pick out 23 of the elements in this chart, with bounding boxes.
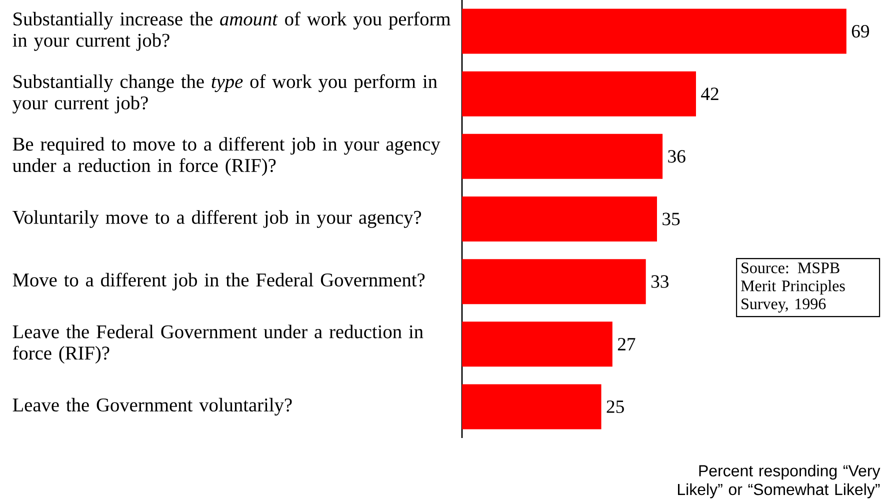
category-label: Substantially increase the amount of work you perform in your current job? bbox=[12, 12, 450, 51]
y-tick-label: Leave the Government voluntarily? bbox=[12, 398, 292, 416]
data-label: 69 bbox=[852, 25, 870, 38]
y-tick-label: Voluntarily move to a different job in your agency? bbox=[12, 210, 422, 228]
y-tick-label: Be required to move to a different job in your agency under a reduction in force (RIF)? bbox=[12, 136, 440, 176]
y-tick-label: Leave the Federal Government under a reduction in force (RIF)? bbox=[12, 324, 424, 364]
y-tick-label: Move to a different job in the Federal Government? bbox=[12, 272, 425, 290]
bar bbox=[462, 384, 602, 430]
data-label: 42 bbox=[701, 88, 718, 100]
bar bbox=[462, 134, 663, 179]
data-label: 33 bbox=[651, 275, 669, 288]
data-label: 25 bbox=[606, 400, 624, 413]
annotation: Source: MSPB Merit Principles Survey, 1996 bbox=[741, 262, 845, 313]
bar bbox=[462, 322, 612, 367]
bar bbox=[462, 71, 696, 116]
data-label: 35 bbox=[662, 212, 680, 226]
x-axis-title: Percent responding “Very Likely” or “Somewhat Likely” bbox=[678, 464, 880, 498]
bar bbox=[462, 259, 646, 304]
category-label: Substantially change the type of work you perform in your current job? bbox=[12, 74, 438, 114]
bar bbox=[462, 196, 657, 242]
bar bbox=[462, 8, 846, 54]
data-label: 36 bbox=[668, 150, 686, 163]
data-label: 27 bbox=[618, 338, 636, 350]
